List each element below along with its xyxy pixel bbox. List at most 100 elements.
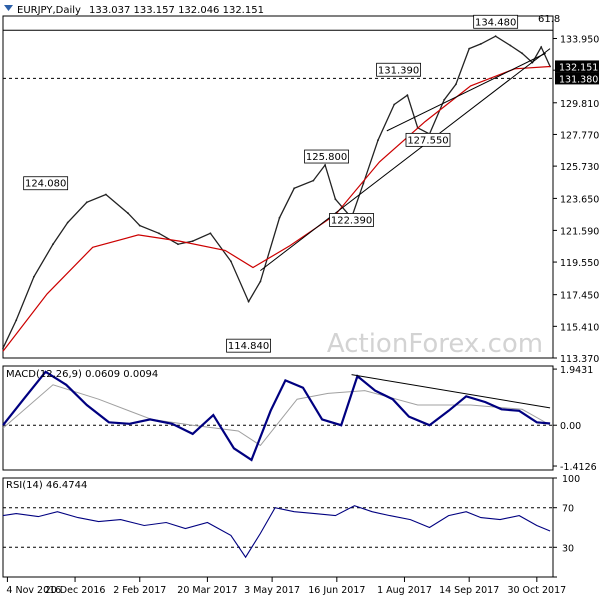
macd-y-tick-label: -1.4126 (560, 462, 597, 473)
price-point (312, 179, 315, 182)
price-y-tick-label: 127.770 (560, 130, 599, 141)
price-y-tick-label: 123.650 (560, 194, 599, 205)
price-trendline (260, 48, 551, 271)
rsi-title: RSI(14) 46.4744 (6, 480, 87, 491)
x-tick-label: 30 Oct 2017 (507, 585, 566, 596)
swing-label: 124.080 (25, 179, 66, 190)
price-point (377, 139, 379, 142)
price-y-tick-label: 115.410 (560, 322, 599, 333)
price-point (334, 198, 337, 201)
price-y-tick-label: 121.590 (560, 226, 599, 237)
price-panel: 133.950131.910129.810127.770125.730123.6… (2, 14, 599, 365)
price-point (521, 52, 523, 55)
price-point (177, 243, 179, 246)
x-tick-label: 20 Mar 2017 (177, 585, 237, 596)
price-point (127, 212, 129, 215)
price-point (480, 43, 482, 45)
price-y-tick-label: 129.810 (560, 99, 599, 110)
price-point (209, 232, 212, 235)
price-point (191, 240, 194, 243)
price-point (443, 98, 446, 101)
x-tick-label: 3 May 2017 (244, 585, 300, 596)
macd-panel: 1.9431 0.00 -1.4126 (2, 365, 597, 473)
price-point (66, 221, 69, 224)
swing-label-box (376, 62, 421, 77)
price-point (247, 300, 250, 303)
swing-label-box (329, 213, 374, 227)
price-point (393, 103, 396, 106)
macd-title: MACD(12,26,9) 0.0609 0.0094 (6, 369, 158, 380)
watermark-text: ActionForex.com (327, 329, 543, 359)
swing-label: 134.480 (475, 17, 516, 28)
price-y-tick-label: 119.550 (560, 258, 599, 269)
price-title: EURJPY,Daily (17, 5, 81, 16)
x-tick-label: 16 Jun 2017 (308, 585, 365, 596)
price-tag-box (555, 60, 599, 73)
swing-label-box (23, 176, 69, 191)
x-tick-label: 20 Dec 2016 (45, 585, 106, 596)
price-y-tick-label: 133.950 (560, 35, 599, 46)
moving-average-line (2, 65, 551, 352)
swing-label-box (473, 14, 519, 29)
swing-label-box (304, 149, 349, 164)
swing-label-box (226, 338, 271, 353)
rsi-line (2, 505, 551, 559)
price-point (494, 35, 497, 38)
ohlc-readout: 133.037 133.157 132.046 132.151 (89, 5, 264, 16)
price-series-line (2, 35, 551, 349)
swing-label: 131.390 (378, 65, 419, 76)
price-y-tick-label: 117.450 (560, 291, 599, 302)
price-point (33, 275, 35, 278)
swing-label: 127.550 (407, 135, 448, 146)
macd-y-tick-label: 1.9431 (560, 365, 593, 376)
price-y-tick-label: 113.370 (560, 354, 599, 365)
rsi-y-tick-label: 30 (562, 543, 574, 554)
swing-label-box (405, 132, 451, 147)
swing-label: 114.840 (228, 341, 269, 352)
price-point (455, 83, 457, 86)
rsi-y-tick-label: 100 (562, 474, 580, 485)
x-tick-label: 1 Aug 2017 (377, 585, 432, 596)
x-tick-label: 4 Nov 2016 (6, 585, 61, 596)
price-point (540, 46, 543, 48)
price-point (259, 280, 262, 283)
swing-label: 122.390 (331, 215, 372, 226)
swing-label: 125.800 (306, 152, 347, 163)
price-point (138, 224, 141, 227)
price-point (52, 243, 54, 246)
rsi-frame (2, 477, 554, 578)
price-point (324, 164, 326, 166)
price-point (362, 182, 365, 185)
price-point (278, 216, 281, 219)
price-point (158, 232, 160, 235)
price-tag-box (555, 72, 599, 85)
price-y-tick-label: 125.730 (560, 162, 599, 173)
menu-arrow-icon[interactable] (4, 5, 13, 11)
macd-y-tick-label: 0.00 (560, 421, 581, 432)
price-frame (2, 15, 554, 359)
price-point (468, 47, 471, 50)
x-tick-label: 2 Feb 2017 (113, 585, 166, 596)
watermark: ActionForex.com (327, 329, 543, 359)
price-point (293, 187, 296, 190)
x-tick-label: 14 Sep 2017 (439, 585, 499, 596)
price-trendline (386, 52, 546, 132)
rsi-y-tick-label: 70 (562, 504, 574, 515)
macd-frame (2, 365, 554, 471)
rsi-panel: 100 70 30 (2, 474, 580, 578)
macd-trendline (351, 374, 551, 409)
price-tag-label: 131.380 (559, 74, 598, 85)
price-tag-label: 132.151 (559, 62, 598, 73)
price-point (509, 44, 512, 47)
price-point (2, 347, 4, 350)
fib-label: 61.8 (538, 14, 560, 25)
price-point (15, 319, 18, 322)
macd-line (2, 370, 551, 462)
price-point (406, 94, 409, 97)
macd-signal-line (2, 384, 551, 447)
price-point (85, 201, 88, 204)
